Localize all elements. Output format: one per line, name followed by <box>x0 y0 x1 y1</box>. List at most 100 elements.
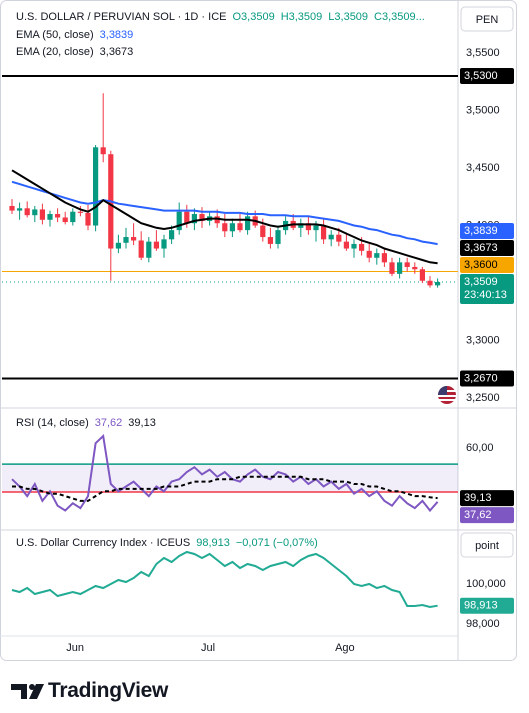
unit-label: point <box>475 540 499 552</box>
candle-body <box>9 205 15 211</box>
candle-body <box>93 147 99 226</box>
candle-body <box>191 214 197 224</box>
y-tick-label: 3,5000 <box>466 104 500 116</box>
candle-body <box>305 223 311 231</box>
legend-name: RSI (14, close) <box>16 417 89 429</box>
candle-body <box>237 223 243 231</box>
x-tick-label: Ago <box>335 642 355 654</box>
legend-value: 98,913 <box>196 537 230 549</box>
candle-body <box>359 243 365 251</box>
candle-body <box>176 211 182 231</box>
ema-legend: EMA (20, close) 3,3673 <box>16 46 139 58</box>
candle-body <box>328 234 334 240</box>
candle-body <box>321 225 327 240</box>
candle-body <box>123 237 129 243</box>
candle-body <box>267 237 273 244</box>
y-tick-label: 3,4500 <box>466 162 500 174</box>
ema-legend: EMA (50, close) 3,3839 <box>16 29 139 41</box>
candle-body <box>374 253 380 258</box>
candle-body <box>131 237 137 241</box>
y-tick-label: 60,00 <box>466 442 494 454</box>
candle-body <box>343 241 349 249</box>
value-box-label: 37,62 <box>464 509 492 521</box>
chart-frame <box>0 0 517 661</box>
candle-body <box>214 216 220 224</box>
legend-name: EMA (50, close) <box>16 29 94 41</box>
candle-body <box>55 214 61 218</box>
ohlc-label: C3,3509... <box>374 11 425 23</box>
value-box-label: 3,5300 <box>464 70 498 82</box>
series-line <box>11 180 438 246</box>
brand-logo: TradingView <box>48 679 169 702</box>
candle-body <box>427 280 433 286</box>
index-legend: U.S. Dollar Currency Index · ICEUS 98,913… <box>16 537 324 549</box>
x-tick-label: Jun <box>66 642 84 654</box>
rsi-legend: RSI (14, close) 37,62 39,13 <box>16 417 162 429</box>
legend-value: 37,62 <box>94 417 123 429</box>
candle-body <box>161 239 167 249</box>
price-legend: U.S. DOLLAR / PERUVIAN SOL · 1D · ICE O3,… <box>16 11 431 23</box>
candle-body <box>222 223 228 232</box>
legend-value: 39,13 <box>128 417 156 429</box>
value-box-label: 3,2670 <box>464 372 498 384</box>
legend-change: −0,071 (−0,07%) <box>235 537 318 549</box>
value-box-label: 23:40:13 <box>464 289 507 301</box>
value-box-label: 3,3673 <box>464 242 498 254</box>
value-box <box>460 507 514 524</box>
unit-box[interactable] <box>460 532 514 558</box>
value-box-label: 3,3839 <box>464 225 498 237</box>
candle-body <box>313 225 319 231</box>
candle-body <box>199 214 205 221</box>
candle-body <box>62 217 68 223</box>
candle-body <box>245 216 251 231</box>
candle-body <box>32 209 38 216</box>
symbol-title: U.S. DOLLAR / PERUVIAN SOL · 1D · ICE <box>16 11 227 23</box>
candle-body <box>366 250 372 258</box>
value-box-label: 98,913 <box>464 600 498 612</box>
candle-body <box>389 262 395 274</box>
value-box <box>460 223 514 240</box>
value-box-label: 39,13 <box>464 492 492 504</box>
candle-body <box>70 211 76 223</box>
candle-body <box>77 211 83 213</box>
y-tick-label: 3,3000 <box>466 334 500 346</box>
logo-icon <box>11 684 44 699</box>
value-box <box>460 597 514 614</box>
candle-body <box>404 262 410 267</box>
x-tick-label: Jul <box>201 642 215 654</box>
series-line <box>11 550 438 609</box>
legend-value: 3,3839 <box>99 29 134 41</box>
series-line <box>11 433 439 513</box>
flag-icon <box>438 386 456 404</box>
candle-body <box>397 262 403 274</box>
value-box <box>460 67 514 84</box>
candle-body <box>419 269 425 281</box>
y-tick-label: 98,000 <box>466 618 500 630</box>
candle-body <box>260 225 266 238</box>
ohlc-label: H3,3509 <box>280 11 323 23</box>
value-box <box>460 257 514 274</box>
currency-label: PEN <box>476 14 499 26</box>
candle-body <box>381 253 387 263</box>
y-tick-label: 100,000 <box>466 578 506 590</box>
legend-value: 3,3673 <box>99 46 134 58</box>
candle-body <box>153 241 159 249</box>
value-box <box>460 274 514 305</box>
candle-body <box>17 208 23 211</box>
candle-body <box>169 230 175 240</box>
candle-body <box>24 208 30 216</box>
value-box <box>460 490 514 507</box>
ohlc-label: O3,3509 <box>232 11 275 23</box>
candle-body <box>100 147 106 155</box>
candle-body <box>146 241 152 258</box>
ohlc-label: L3,3509 <box>328 11 369 23</box>
candle-body <box>275 230 281 244</box>
series-line <box>11 169 438 265</box>
candle-body <box>298 223 304 228</box>
legend-name: EMA (20, close) <box>16 46 94 58</box>
y-tick-label: 3,2500 <box>466 392 500 404</box>
currency-box[interactable] <box>460 6 514 32</box>
candle-body <box>412 266 418 270</box>
